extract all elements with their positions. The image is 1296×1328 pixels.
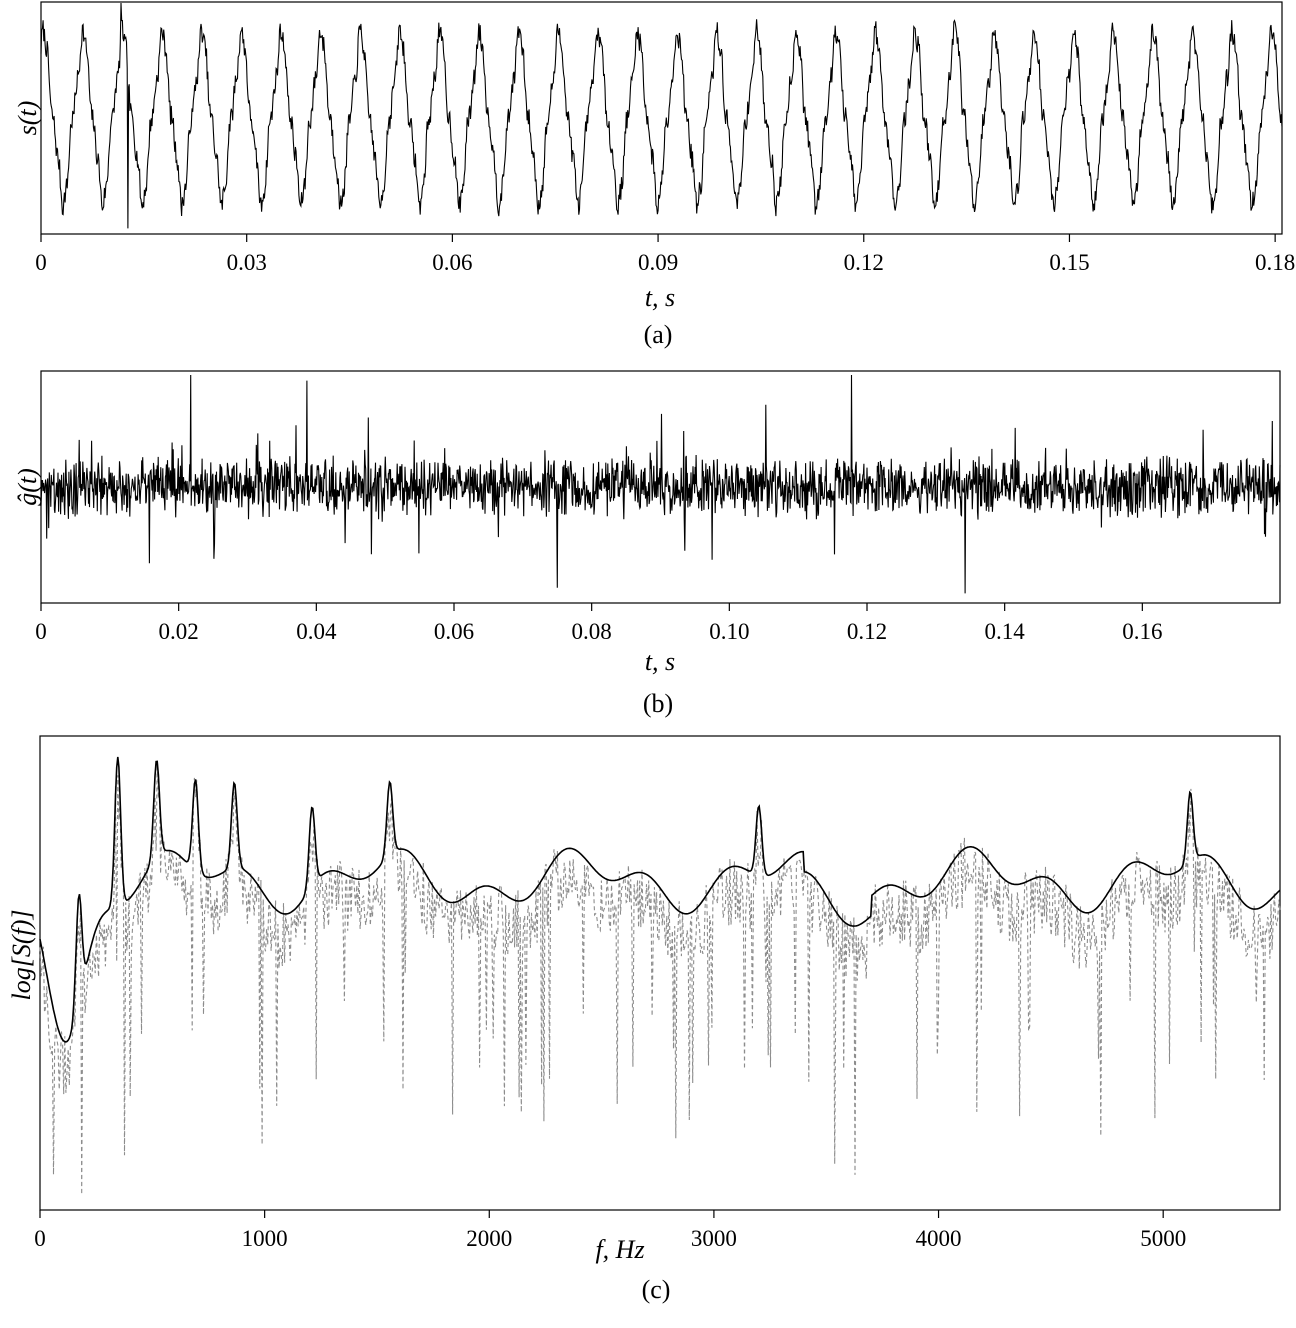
x-tick-label: 0 (34, 1226, 46, 1251)
panel-a: 0 0.03 0.06 0.09 0.12 0.15 0.18 t, s s(t) (a) (13, 1, 1295, 349)
x-tick-label: 0.03 (227, 250, 267, 275)
panel-a-ylabel: s(t) (13, 101, 42, 136)
x-tick-label: 0 (35, 250, 47, 275)
x-tick-label: 0.14 (985, 619, 1026, 644)
x-tick-label: 1000 (242, 1226, 288, 1251)
x-tick-label: 0.12 (847, 619, 887, 644)
panel-c-frame (39, 735, 1281, 1211)
panel-b-caption: (b) (643, 689, 673, 718)
panel-b-xlabel: t, s (645, 647, 675, 676)
panel-c-caption: (c) (642, 1275, 671, 1304)
panel-b-signal-line (40, 374, 1281, 594)
panel-b: 0 0.02 0.04 0.06 0.08 0.10 0.12 0.14 0.16 t, s ĝ… (13, 370, 1281, 718)
x-tick-label: 0.06 (434, 619, 474, 644)
x-tick-label: 3000 (691, 1226, 737, 1251)
x-tick-label: 0.15 (1049, 250, 1089, 275)
panel-c-x-ticks: 0 1000 2000 3000 4000 5000 (34, 1210, 1186, 1251)
x-tick-label: 0.04 (296, 619, 337, 644)
panel-c-dashed-spectrum (39, 763, 1281, 1195)
panel-a-xlabel: t, s (645, 283, 675, 312)
panel-c-xlabel: f, Hz (595, 1235, 644, 1264)
panel-a-x-ticks: 0 0.03 0.06 0.09 0.12 0.15 0.18 (35, 234, 1295, 275)
x-tick-label: 0 (35, 619, 47, 644)
panel-b-ylabel: ĝ(t) (13, 468, 42, 506)
x-tick-label: 4000 (916, 1226, 962, 1251)
x-tick-label: 0.06 (432, 250, 472, 275)
x-tick-label: 0.09 (638, 250, 678, 275)
panel-b-x-ticks: 0 0.02 0.04 0.06 0.08 0.10 0.12 0.14 0.16 (35, 603, 1162, 644)
x-tick-label: 0.02 (159, 619, 199, 644)
panel-c-solid-spectrum (39, 756, 1281, 1043)
x-tick-label: 0.08 (572, 619, 612, 644)
x-tick-label: 0.16 (1122, 619, 1162, 644)
panel-a-caption: (a) (644, 320, 673, 349)
x-tick-label: 0.10 (709, 619, 749, 644)
panel-a-signal-line (40, 2, 1283, 229)
x-tick-label: 5000 (1140, 1226, 1186, 1251)
x-tick-label: 2000 (466, 1226, 512, 1251)
x-tick-label: 0.18 (1255, 250, 1295, 275)
x-tick-label: 0.12 (844, 250, 884, 275)
panel-c: 0 1000 2000 3000 4000 5000 f, Hz log[S(f)] (c… (7, 735, 1281, 1304)
panel-c-ylabel: log[S(f)] (7, 910, 36, 1001)
